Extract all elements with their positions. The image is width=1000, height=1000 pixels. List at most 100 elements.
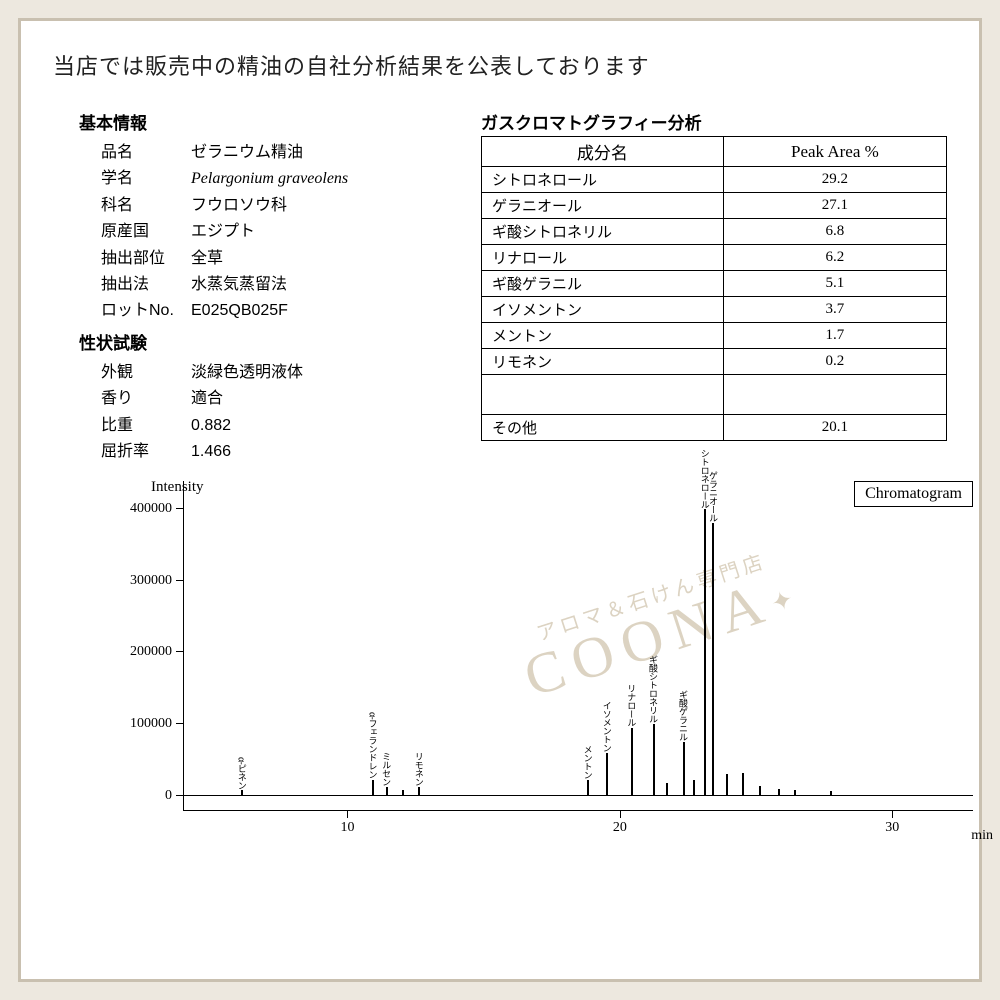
peak-label: ゲラニオール bbox=[707, 471, 720, 522]
other-label: その他 bbox=[482, 415, 724, 441]
watermark-sub: アロマ＆石けん専門店 bbox=[510, 537, 793, 654]
table-row: シトロネロール29.2 bbox=[482, 167, 947, 193]
x-tick bbox=[620, 810, 621, 818]
peak-area: 3.7 bbox=[723, 297, 946, 323]
peak-label: ギ酸ゲラニル bbox=[677, 690, 690, 741]
gc-heading: ガスクロマトグラフィー分析 bbox=[481, 109, 947, 134]
property-test-heading: 性状試験 bbox=[79, 329, 453, 354]
peak-label: ミルセン bbox=[380, 752, 393, 786]
left-column: 基本情報 品名ゼラニウム精油学名Pelargonium graveolens科名… bbox=[53, 109, 453, 465]
chromatogram-peak bbox=[759, 786, 761, 796]
chromatogram-peak bbox=[778, 789, 780, 796]
info-label: 科名 bbox=[101, 193, 191, 219]
chromatogram-peak: イソメントン bbox=[606, 753, 608, 796]
peak-area: 5.1 bbox=[723, 271, 946, 297]
x-tick bbox=[892, 810, 893, 818]
chromatogram-peak: シトロネロール bbox=[704, 509, 706, 796]
right-column: ガスクロマトグラフィー分析 成分名 Peak Area % シトロネロール29.… bbox=[481, 109, 947, 465]
info-value: エジプト bbox=[191, 219, 453, 245]
peak-label: α-フェランドレン bbox=[366, 712, 379, 779]
info-row: 学名Pelargonium graveolens bbox=[79, 166, 453, 192]
y-tick-label: 400000 bbox=[130, 501, 172, 517]
table-row: ギ酸ゲラニル5.1 bbox=[482, 271, 947, 297]
x-tick-label: 20 bbox=[613, 820, 627, 836]
y-tick-label: 200000 bbox=[130, 644, 172, 660]
basic-info-rows: 品名ゼラニウム精油学名Pelargonium graveolens科名フウロソウ… bbox=[79, 140, 453, 325]
watermark-main: COONA✦ bbox=[519, 565, 809, 704]
table-row: ゲラニオール27.1 bbox=[482, 193, 947, 219]
table-row: イソメントン3.7 bbox=[482, 297, 947, 323]
chromatogram-peak: α-ピネン bbox=[241, 790, 243, 796]
peak-label: リモネン bbox=[413, 752, 426, 786]
info-value: 淡緑色透明液体 bbox=[191, 360, 453, 386]
info-label: 屈折率 bbox=[101, 439, 191, 465]
info-label: ロットNo. bbox=[101, 298, 191, 324]
chromatogram-peak: ギ酸シトロネリル bbox=[653, 724, 655, 796]
component-name: リナロール bbox=[482, 245, 724, 271]
chromatogram-peak: α-フェランドレン bbox=[372, 780, 374, 796]
baseline bbox=[184, 795, 973, 796]
peak-label: リナロール bbox=[625, 684, 638, 727]
component-name: リモネン bbox=[482, 349, 724, 375]
chromatogram-peak bbox=[742, 773, 744, 796]
peak-area: 29.2 bbox=[723, 167, 946, 193]
chromatogram-region: Intensity Chromatogram アロマ＆石けん専門店 COONA✦… bbox=[113, 481, 947, 811]
chromatogram-peak bbox=[794, 790, 796, 796]
y-tick bbox=[176, 723, 184, 724]
component-name: ギ酸シトロネリル bbox=[482, 219, 724, 245]
info-row: 抽出法水蒸気蒸留法 bbox=[79, 272, 453, 298]
table-row-other: その他20.1 bbox=[482, 415, 947, 441]
table-row: ギ酸シトロネリル6.8 bbox=[482, 219, 947, 245]
y-tick-label: 100000 bbox=[130, 716, 172, 732]
component-name: シトロネロール bbox=[482, 167, 724, 193]
document-frame: 当店では販売中の精油の自社分析結果を公表しております 基本情報 品名ゼラニウム精… bbox=[18, 18, 982, 982]
other-value: 20.1 bbox=[723, 415, 946, 441]
info-row: 香り適合 bbox=[79, 386, 453, 412]
chromatogram-peak: リモネン bbox=[418, 787, 420, 796]
info-row: ロットNo.E025QB025F bbox=[79, 298, 453, 324]
peak-area: 0.2 bbox=[723, 349, 946, 375]
info-row: 抽出部位全草 bbox=[79, 246, 453, 272]
info-row: 比重0.882 bbox=[79, 413, 453, 439]
chromatogram-peak: ミルセン bbox=[386, 787, 388, 796]
y-tick bbox=[176, 580, 184, 581]
info-columns: 基本情報 品名ゼラニウム精油学名Pelargonium graveolens科名… bbox=[53, 109, 947, 465]
info-row: 品名ゼラニウム精油 bbox=[79, 140, 453, 166]
chromatogram-peak: ギ酸ゲラニル bbox=[683, 742, 685, 796]
info-value: ゼラニウム精油 bbox=[191, 140, 453, 166]
info-label: 学名 bbox=[101, 166, 191, 192]
chromatogram-peak bbox=[693, 780, 695, 796]
info-label: 抽出法 bbox=[101, 272, 191, 298]
chromatogram-peak bbox=[402, 790, 404, 796]
peak-label: イソメントン bbox=[601, 701, 614, 752]
x-axis-unit: min bbox=[971, 828, 993, 844]
info-row: 科名フウロソウ科 bbox=[79, 193, 453, 219]
peak-label: ギ酸シトロネリル bbox=[647, 655, 660, 723]
chromatogram-peak: リナロール bbox=[631, 728, 633, 796]
table-row: リモネン0.2 bbox=[482, 349, 947, 375]
gc-col2: Peak Area % bbox=[723, 137, 946, 167]
gc-col1: 成分名 bbox=[482, 137, 724, 167]
info-value: 適合 bbox=[191, 386, 453, 412]
basic-info-heading: 基本情報 bbox=[79, 109, 453, 134]
info-value: 0.882 bbox=[191, 413, 453, 439]
x-tick bbox=[347, 810, 348, 818]
x-tick-label: 30 bbox=[885, 820, 899, 836]
peak-area: 6.8 bbox=[723, 219, 946, 245]
info-value: フウロソウ科 bbox=[191, 193, 453, 219]
info-value: 全草 bbox=[191, 246, 453, 272]
component-name: イソメントン bbox=[482, 297, 724, 323]
info-label: 比重 bbox=[101, 413, 191, 439]
info-label: 原産国 bbox=[101, 219, 191, 245]
chromatogram-plot: Chromatogram アロマ＆石けん専門店 COONA✦ min 01000… bbox=[183, 481, 973, 811]
table-row: リナロール6.2 bbox=[482, 245, 947, 271]
chromatogram-title: Chromatogram bbox=[854, 481, 973, 507]
y-tick bbox=[176, 508, 184, 509]
y-tick bbox=[176, 651, 184, 652]
peak-area: 1.7 bbox=[723, 323, 946, 349]
chromatogram-peak bbox=[726, 774, 728, 796]
info-label: 品名 bbox=[101, 140, 191, 166]
peak-area: 6.2 bbox=[723, 245, 946, 271]
y-tick bbox=[176, 795, 184, 796]
info-row: 外観淡緑色透明液体 bbox=[79, 360, 453, 386]
